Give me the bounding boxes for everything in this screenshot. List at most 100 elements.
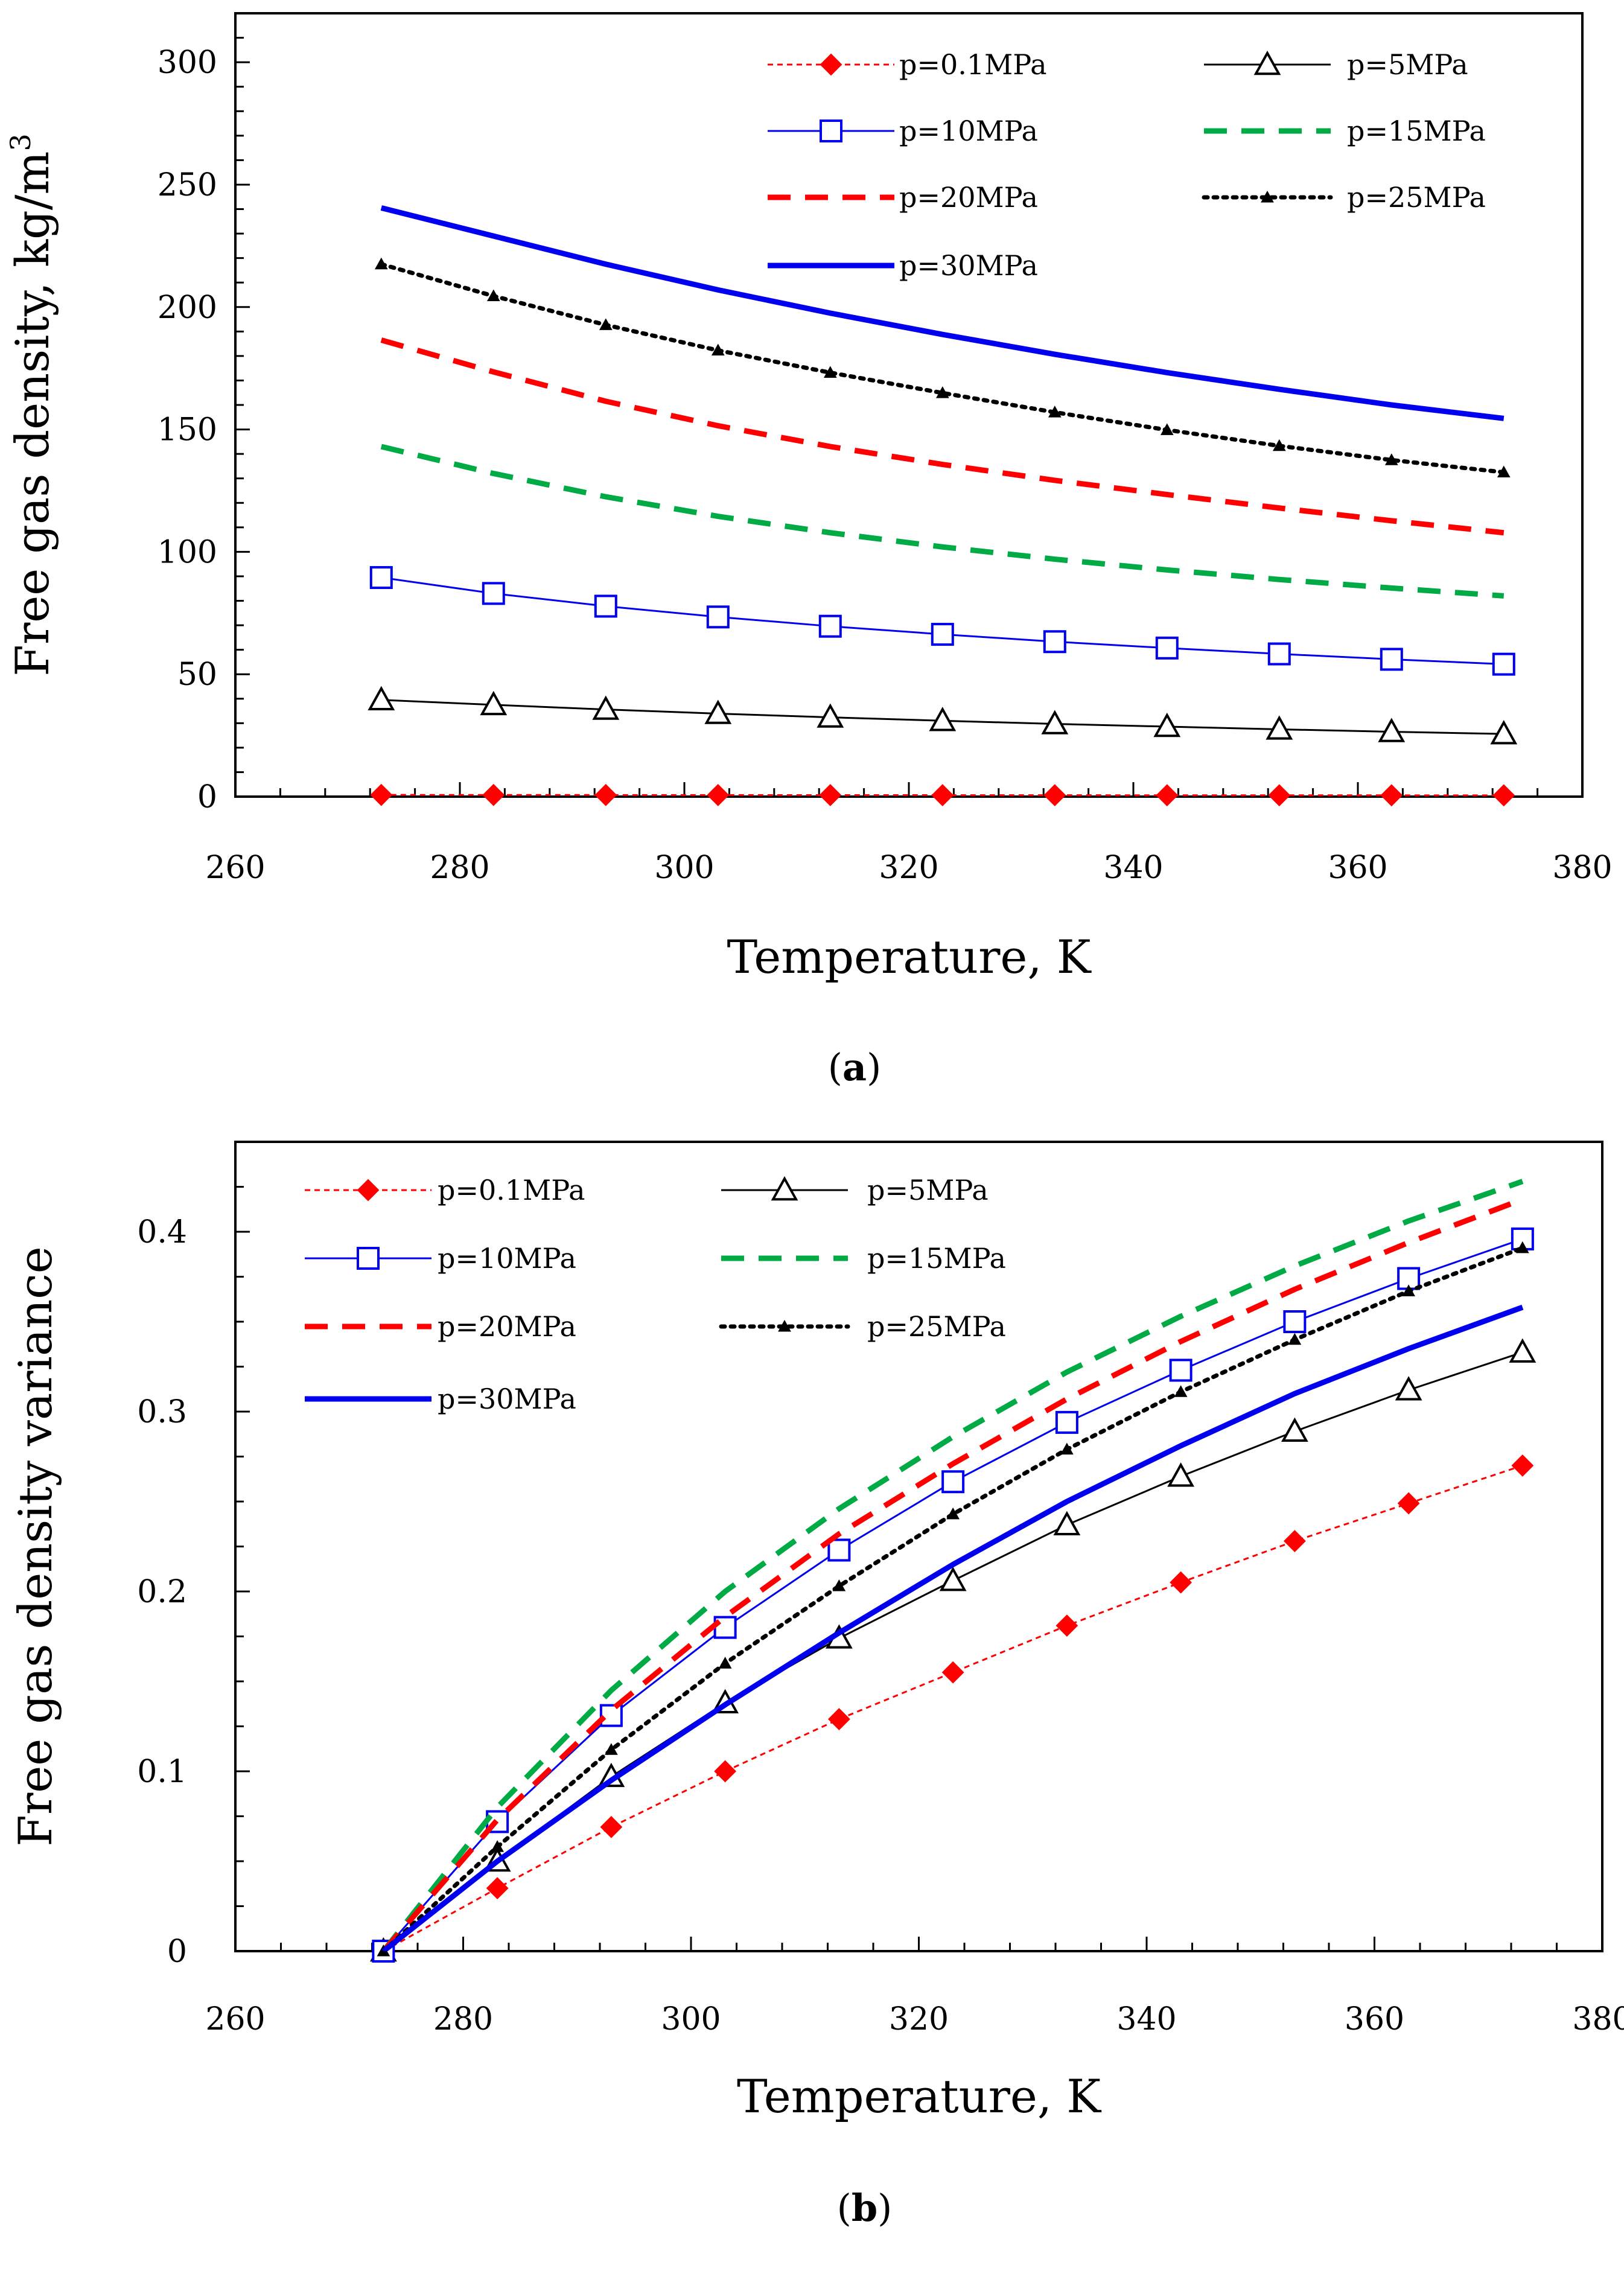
legend-marker	[820, 119, 842, 142]
series-p=15MPa	[380, 444, 1505, 599]
legend-item: p=25MPa	[719, 1310, 1006, 1343]
data-point	[482, 582, 505, 605]
y-tick-label: 0	[167, 1934, 187, 1970]
x-axis-title: Temperature, K	[737, 2069, 1101, 2123]
y-tick-label: 0.4	[137, 1214, 187, 1250]
legend-item: p=0.1MPa	[305, 1174, 585, 1206]
panel-label-open: (	[828, 1045, 842, 1089]
series-line	[383, 1238, 1523, 1951]
data-point	[707, 783, 730, 806]
data-point	[600, 1815, 623, 1838]
data-point	[1395, 1376, 1422, 1401]
panel-label: (b)	[837, 2186, 893, 2230]
y-tick-label: 300	[158, 45, 217, 81]
data-point	[1384, 453, 1398, 465]
series-p=25MPa	[374, 257, 1511, 478]
data-point	[1167, 1462, 1195, 1487]
panel-label-letter: b	[852, 2186, 877, 2230]
data-point	[1174, 1385, 1188, 1397]
data-point	[827, 1708, 850, 1730]
panel-b-variance-chart: 260 280 300 320 340 360 380 0 0.1 0.2 0.3 0.4 Temper…	[8, 1141, 1624, 2230]
data-point	[1397, 1492, 1420, 1515]
series-p=30MPa	[381, 1304, 1524, 1951]
series-p=10MPa	[369, 565, 1515, 676]
data-point	[1160, 423, 1174, 435]
data-point	[1156, 784, 1179, 807]
series-line	[380, 337, 1505, 536]
y-tick-label: 150	[158, 412, 217, 448]
x-tick-label: 380	[1572, 2001, 1624, 2037]
legend-label: p=5MPa	[867, 1174, 989, 1206]
y-tick-label: 0.3	[137, 1394, 187, 1430]
x-tick-label: 380	[1552, 850, 1612, 886]
data-point	[1055, 1410, 1078, 1434]
data-point	[1492, 652, 1515, 676]
data-point	[704, 699, 732, 724]
data-point	[1153, 712, 1181, 737]
data-point	[1043, 784, 1066, 807]
y-axis-title-text: Free gas density, kg/m	[5, 151, 59, 677]
data-point	[1509, 1338, 1536, 1363]
data-point	[1511, 1227, 1534, 1250]
data-point	[592, 695, 620, 720]
data-point	[1288, 1333, 1302, 1345]
legend-marker	[357, 1179, 380, 1202]
x-tick-label: 360	[1328, 850, 1387, 886]
data-point	[819, 784, 842, 806]
legend-item: p=0.1MPa	[768, 48, 1047, 81]
data-point	[599, 318, 613, 330]
series-line	[379, 262, 1506, 475]
legend-label: p=25MPa	[867, 1310, 1006, 1343]
data-point	[599, 1704, 623, 1727]
data-point	[1492, 784, 1515, 807]
legend-item: p=30MPa	[768, 249, 1038, 282]
legend-item: p=10MPa	[768, 115, 1038, 147]
series-p=20MPa	[381, 1197, 1524, 1951]
panel-a-density-chart: 260 280 300 320 340 360 380 0 50 100 150 200 250 300 T…	[4, 12, 1613, 1089]
data-point	[817, 703, 844, 728]
panel-label-open: (	[837, 2186, 852, 2230]
data-point	[832, 1579, 846, 1591]
data-point	[486, 289, 500, 301]
data-point	[1380, 784, 1403, 807]
data-point	[1048, 406, 1062, 418]
legend-label: p=25MPa	[1347, 181, 1486, 214]
legend-item: p=30MPa	[305, 1383, 576, 1415]
series-line	[381, 576, 1504, 666]
y-axis-title-superscript: 3	[4, 133, 37, 151]
series-line	[383, 1464, 1523, 1951]
legend-label: p=20MPa	[899, 181, 1038, 214]
data-point	[594, 594, 617, 618]
series-line	[381, 1246, 1525, 1951]
data-point	[605, 1743, 618, 1755]
data-point	[1490, 720, 1518, 745]
data-point	[1497, 465, 1511, 478]
data-point	[818, 614, 842, 638]
y-axis-title: Free gas density variance	[8, 1246, 62, 1847]
x-axis-title: Temperature, K	[727, 930, 1092, 984]
series-p=0.1MPa	[370, 783, 1515, 807]
series-line	[380, 444, 1505, 599]
data-point	[946, 1507, 960, 1520]
series-p=25MPa	[377, 1241, 1529, 1957]
y-tick-label: 0.2	[137, 1574, 187, 1610]
data-point	[482, 783, 505, 806]
series-p=0.1MPa	[372, 1454, 1534, 1963]
legend: p=0.1MPa p=5MPa p=10MPa p=15MPa p=20MPa p=25M…	[768, 48, 1486, 282]
panel-label-close: )	[877, 2186, 892, 2230]
data-point	[931, 784, 954, 806]
x-tick-label: 340	[1103, 850, 1163, 886]
legend-item: p=15MPa	[721, 1242, 1006, 1275]
legend-item: p=5MPa	[721, 1174, 989, 1206]
data-point	[1380, 648, 1403, 671]
x-tick-label: 300	[654, 850, 714, 886]
panel-label: (a)	[828, 1045, 882, 1089]
data-point	[941, 1470, 965, 1494]
y-axis-title-text: Free gas density variance	[8, 1246, 62, 1847]
data-point	[1169, 1358, 1193, 1382]
legend-label: p=20MPa	[438, 1310, 576, 1343]
data-point	[486, 1877, 509, 1900]
data-point	[1402, 1284, 1415, 1296]
data-point	[711, 343, 725, 356]
data-point	[1272, 439, 1286, 451]
